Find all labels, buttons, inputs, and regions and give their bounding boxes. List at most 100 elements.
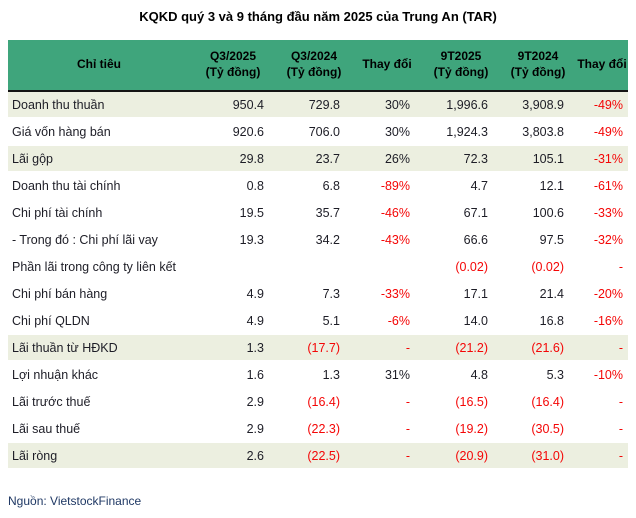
col-header-q3-2025: Q3/2025 (Tỷ đồng) (190, 40, 276, 92)
cell-value: 34.2 (276, 226, 352, 254)
table-row: Lãi ròng 2.6 (22.5) - (20.9) (31.0) - (8, 442, 628, 470)
cell-value: 5.3 (500, 361, 576, 389)
table-row: Doanh thu tài chính 0.8 6.8 -89% 4.7 12.1 -61% (8, 172, 628, 200)
row-label: Chi phí tài chính (8, 199, 190, 227)
cell-value: (20.9) (422, 442, 500, 470)
row-label: Phần lãi trong công ty liên kết (8, 253, 190, 281)
row-label: Doanh thu thuần (8, 91, 190, 119)
row-label: Lãi sau thuế (8, 415, 190, 443)
row-label: Chi phí bán hàng (8, 280, 190, 308)
cell-value: -20% (576, 280, 628, 308)
table-row: Giá vốn hàng bán 920.6 706.0 30% 1,924.3 3,80… (8, 118, 628, 146)
row-label: Doanh thu tài chính (8, 172, 190, 200)
cell-value: 72.3 (422, 145, 500, 173)
table-row: Phần lãi trong công ty liên kết (0.02) (0.… (8, 253, 628, 281)
table-row: Chi phí bán hàng 4.9 7.3 -33% 17.1 21.4 -20% (8, 280, 628, 308)
cell-value: 2.6 (190, 442, 276, 470)
cell-value: -43% (352, 226, 422, 254)
cell-value: -33% (352, 280, 422, 308)
col-header-chi-tieu: Chỉ tiêu (8, 40, 190, 92)
cell-value: 2.9 (190, 415, 276, 443)
row-label: Lãi gộp (8, 145, 190, 173)
cell-value: 0.8 (190, 172, 276, 200)
cell-value: (21.6) (500, 334, 576, 362)
cell-value: 17.1 (422, 280, 500, 308)
col-header-9t2024: 9T2024 (Tỷ đồng) (500, 40, 576, 92)
cell-value: 1,996.6 (422, 91, 500, 119)
table-row: Lãi sau thuế 2.9 (22.3) - (19.2) (30.5) - (8, 415, 628, 443)
table-body: Doanh thu thuần 950.4 729.8 30% 1,996.6 3,908… (8, 91, 628, 470)
cell-value: 21.4 (500, 280, 576, 308)
cell-value (190, 253, 276, 281)
cell-value: 29.8 (190, 145, 276, 173)
cell-value: (0.02) (500, 253, 576, 281)
cell-value: - (576, 334, 628, 362)
cell-value: -6% (352, 307, 422, 335)
cell-value: 1.3 (190, 334, 276, 362)
cell-value: -32% (576, 226, 628, 254)
table-row: Lãi trước thuế 2.9 (16.4) - (16.5) (16.4) - (8, 388, 628, 416)
cell-value: (31.0) (500, 442, 576, 470)
cell-value: 67.1 (422, 199, 500, 227)
results-table: Chỉ tiêu Q3/2025 (Tỷ đồng) Q3/2024 (Tỷ đ… (8, 40, 628, 470)
cell-value: 105.1 (500, 145, 576, 173)
table-row: Chi phí QLDN 4.9 5.1 -6% 14.0 16.8 -16% (8, 307, 628, 335)
cell-value: 1.3 (276, 361, 352, 389)
cell-value: 920.6 (190, 118, 276, 146)
cell-value: (19.2) (422, 415, 500, 443)
cell-value: 7.3 (276, 280, 352, 308)
page-title: KQKD quý 3 và 9 tháng đầu năm 2025 của T… (139, 9, 497, 24)
cell-value: 706.0 (276, 118, 352, 146)
col-header-thay-doi-quy: Thay đổi (352, 40, 422, 92)
row-label: - Trong đó : Chi phí lãi vay (8, 226, 190, 254)
cell-value: (22.5) (276, 442, 352, 470)
row-label: Giá vốn hàng bán (8, 118, 190, 146)
cell-value: (21.2) (422, 334, 500, 362)
row-label: Chi phí QLDN (8, 307, 190, 335)
cell-value: 26% (352, 145, 422, 173)
cell-value: -10% (576, 361, 628, 389)
cell-value: 5.1 (276, 307, 352, 335)
cell-value: 4.8 (422, 361, 500, 389)
cell-value: 950.4 (190, 91, 276, 119)
cell-value: - (576, 388, 628, 416)
source-credit: Nguồn: VietstockFinance (8, 494, 142, 508)
cell-value: (16.5) (422, 388, 500, 416)
col-header-9t2025: 9T2025 (Tỷ đồng) (422, 40, 500, 92)
cell-value: 35.7 (276, 199, 352, 227)
cell-value: - (576, 253, 628, 281)
cell-value: (16.4) (500, 388, 576, 416)
cell-value: 4.9 (190, 307, 276, 335)
cell-value: 16.8 (500, 307, 576, 335)
cell-value: -49% (576, 91, 628, 119)
row-label: Lãi thuần từ HĐKD (8, 334, 190, 362)
cell-value: (17.7) (276, 334, 352, 362)
cell-value: (16.4) (276, 388, 352, 416)
table-row: Lợi nhuận khác 1.6 1.3 31% 4.8 5.3 -10% (8, 361, 628, 389)
cell-value: -31% (576, 145, 628, 173)
row-label: Lãi trước thuế (8, 388, 190, 416)
cell-value: 66.6 (422, 226, 500, 254)
table-row: - Trong đó : Chi phí lãi vay 19.3 34.2 -43%… (8, 226, 628, 254)
cell-value (276, 253, 352, 281)
cell-value: (30.5) (500, 415, 576, 443)
cell-value: 23.7 (276, 145, 352, 173)
cell-value: - (352, 334, 422, 362)
cell-value: 3,803.8 (500, 118, 576, 146)
cell-value: 3,908.9 (500, 91, 576, 119)
row-label: Lãi ròng (8, 442, 190, 470)
cell-value: 19.5 (190, 199, 276, 227)
cell-value: - (352, 415, 422, 443)
cell-value: 6.8 (276, 172, 352, 200)
cell-value: - (576, 415, 628, 443)
cell-value: 30% (352, 91, 422, 119)
table-row: Lãi gộp 29.8 23.7 26% 72.3 105.1 -31% (8, 145, 628, 173)
cell-value: 4.7 (422, 172, 500, 200)
cell-value: 30% (352, 118, 422, 146)
cell-value: -49% (576, 118, 628, 146)
col-header-q3-2024: Q3/2024 (Tỷ đồng) (276, 40, 352, 92)
cell-value: 2.9 (190, 388, 276, 416)
cell-value: -89% (352, 172, 422, 200)
header-row: Chỉ tiêu Q3/2025 (Tỷ đồng) Q3/2024 (Tỷ đ… (8, 40, 628, 92)
cell-value: (22.3) (276, 415, 352, 443)
